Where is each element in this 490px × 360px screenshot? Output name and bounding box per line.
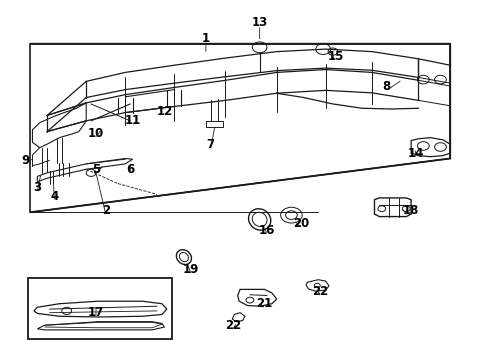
- Text: 20: 20: [293, 216, 309, 230]
- Bar: [27, 278, 172, 338]
- Text: 8: 8: [383, 80, 391, 93]
- Text: 9: 9: [21, 154, 29, 167]
- Text: 2: 2: [102, 204, 110, 217]
- Text: 5: 5: [92, 163, 100, 176]
- Text: 17: 17: [88, 306, 104, 319]
- Text: 15: 15: [327, 50, 343, 63]
- Text: 22: 22: [224, 319, 241, 332]
- Text: 21: 21: [256, 297, 272, 310]
- Text: 13: 13: [251, 16, 268, 29]
- Text: 14: 14: [408, 147, 424, 159]
- Text: 18: 18: [403, 204, 419, 217]
- Text: 3: 3: [33, 181, 41, 194]
- Text: 12: 12: [156, 105, 172, 118]
- Text: 1: 1: [202, 32, 210, 45]
- Text: 7: 7: [207, 138, 215, 150]
- Text: 11: 11: [124, 114, 141, 127]
- Text: 4: 4: [50, 190, 59, 203]
- Text: 19: 19: [183, 263, 199, 276]
- Text: 22: 22: [313, 285, 329, 298]
- Text: 16: 16: [259, 224, 275, 237]
- Text: 10: 10: [88, 127, 104, 140]
- Text: 6: 6: [126, 163, 134, 176]
